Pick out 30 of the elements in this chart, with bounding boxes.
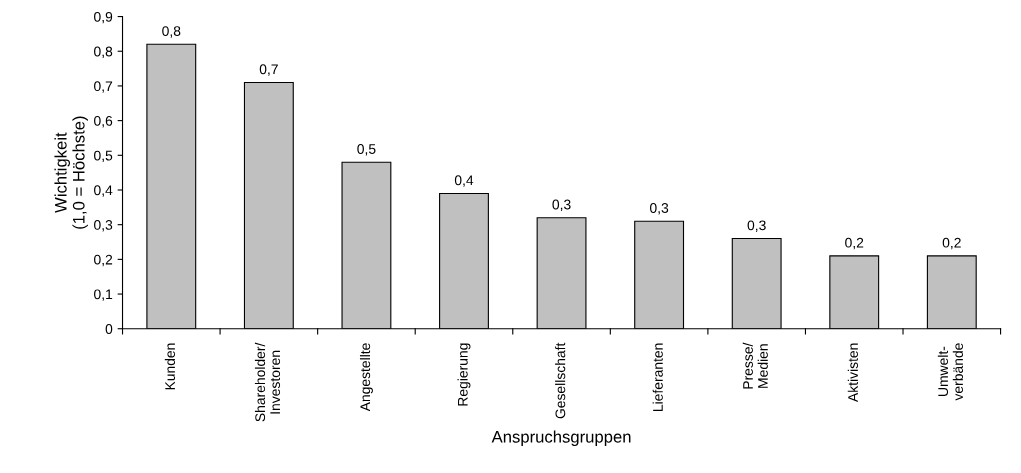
y-tick-label: 0,8 xyxy=(94,46,113,59)
data-label: 0,3 xyxy=(747,220,766,232)
y-tick-label: 0,3 xyxy=(94,220,113,232)
x-tick-label: Presse/ Medien xyxy=(742,342,768,389)
y-tick-label: 0,7 xyxy=(94,81,113,93)
x-tick-label: Shareholder/ Investoren xyxy=(254,342,281,422)
y-tick-label: 0,1 xyxy=(94,289,113,301)
y-tick-label: 0,5 xyxy=(94,150,113,163)
data-label: 0,4 xyxy=(454,175,474,187)
y-tick-label: 0,4 xyxy=(94,185,113,197)
data-label: 0,3 xyxy=(552,199,571,212)
x-tick-label: Regierung xyxy=(457,343,471,406)
y-tick-label: 0 xyxy=(105,324,113,334)
x-tick-label: Lieferanten xyxy=(652,343,663,411)
y-tick-label: 0,2 xyxy=(94,254,113,267)
x-tick-label: Aktivisten xyxy=(847,343,858,403)
x-tick-label: Angestellte xyxy=(359,343,373,412)
data-label: 0,8 xyxy=(162,26,181,38)
data-label: 0,2 xyxy=(942,237,961,250)
data-label: 0,5 xyxy=(357,144,376,156)
x-tick-label: Gesellschaft xyxy=(555,342,566,419)
x-tick-label: Kunden xyxy=(164,343,176,390)
y-axis-title: Wichtigkeit (1,0 = Höchste) xyxy=(54,116,88,229)
data-label: 0,3 xyxy=(650,203,669,215)
y-tick-label: 0,9 xyxy=(94,11,113,24)
data-label: 0,2 xyxy=(845,237,864,250)
data-label: 0,7 xyxy=(259,64,278,76)
y-tick-label: 0,6 xyxy=(94,115,113,128)
x-axis-title: Anspruchsgruppen xyxy=(491,430,631,447)
x-tick-label: Umwelt- verbände xyxy=(937,343,964,401)
